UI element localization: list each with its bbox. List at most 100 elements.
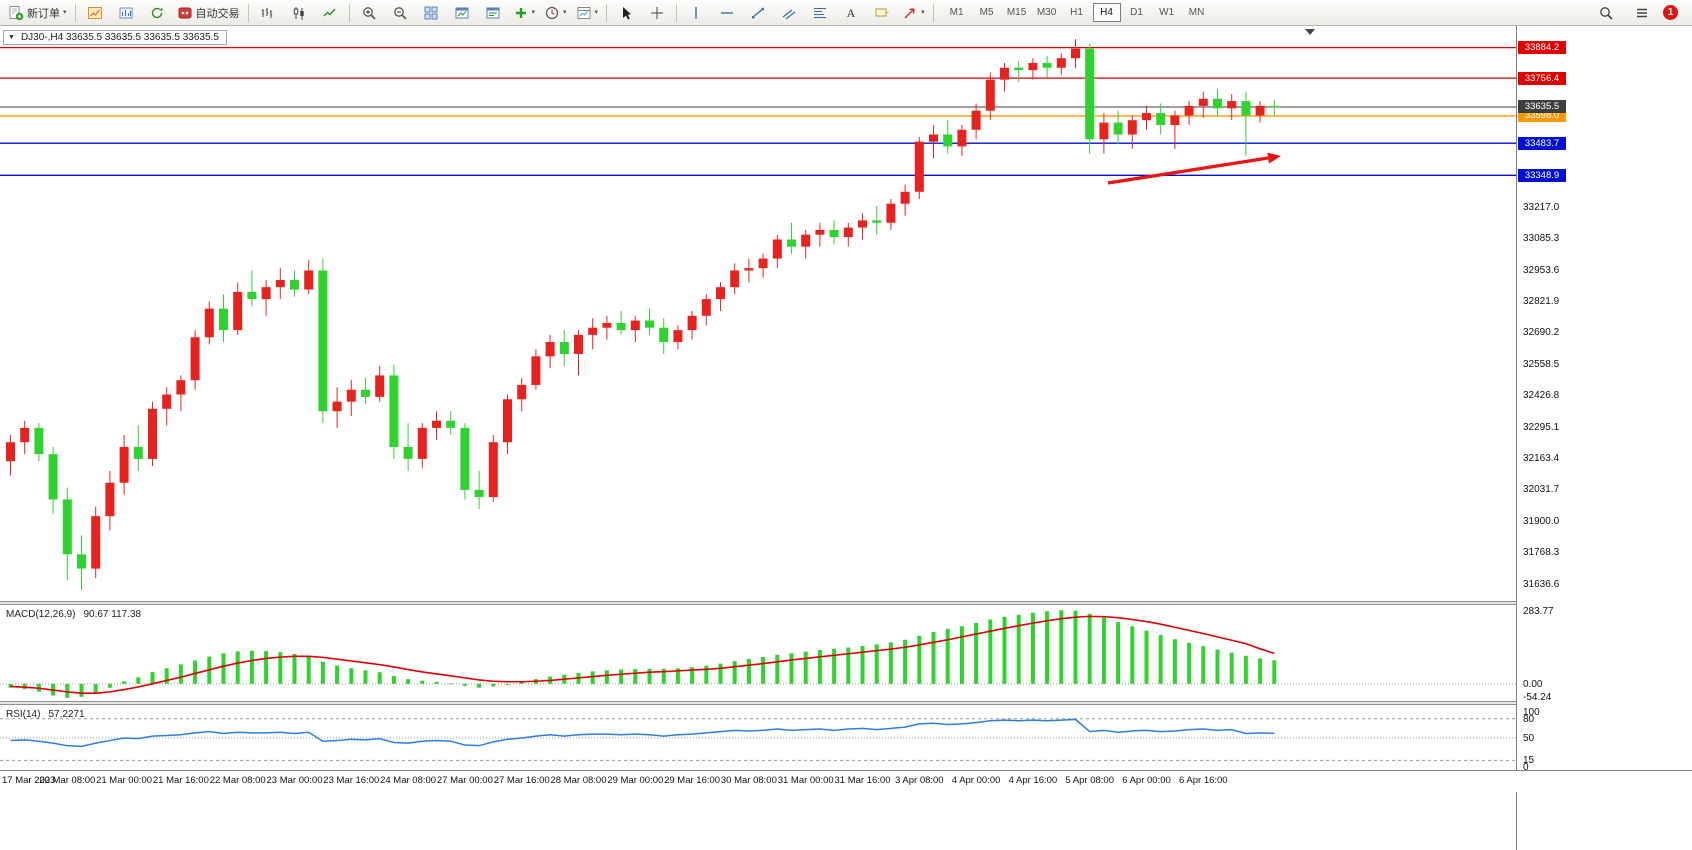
templates-button[interactable]: ▾ (572, 2, 603, 24)
caret-down-icon: ▾ (531, 9, 536, 16)
periods-button[interactable]: ▾ (540, 2, 571, 24)
price-axis[interactable]: 33217.0 33085.3 32953.6 32821.9 32690.2 32558… (1516, 26, 1692, 850)
price-tag-33884.2: 33884.2 (1518, 41, 1566, 55)
toolbar-separator (74, 3, 76, 22)
new-order-button[interactable]: 新订单 ▾ (4, 2, 71, 24)
time-axis[interactable]: 17 Mar 2023 20 Mar 08:00 21 Mar 00:00 21 Ma… (0, 770, 1692, 792)
shapes-button[interactable]: ▾ (898, 2, 929, 24)
timeframe-h4-button[interactable]: H4 (1092, 3, 1121, 22)
price-tick: 32821.9 (1523, 296, 1560, 308)
time-label: 28 Mar 08:00 (550, 775, 607, 786)
new-order-label: 新订单 (27, 7, 60, 20)
timeframe-d1-button[interactable]: D1 (1130, 7, 1143, 18)
arrow-shape-icon (904, 7, 915, 19)
toolbar-right-group: 1 (1591, 2, 1688, 24)
time-label: 27 Mar 16:00 (493, 775, 550, 786)
chart-title-ohlc: DJ30-,H4 33635.5 33635.5 33635.5 33635.5 (20, 32, 219, 43)
time-label: 30 Mar 08:00 (720, 775, 777, 786)
search-button[interactable] (1591, 2, 1621, 24)
window-list-button[interactable] (447, 2, 477, 24)
line-chart-button[interactable] (315, 2, 345, 24)
timeframe-m5-button[interactable]: M5 (979, 7, 994, 18)
time-label: 24 Mar 08:00 (380, 775, 437, 786)
timeframe-w1-button[interactable]: W1 (1159, 7, 1175, 18)
trend-arrow-annotation[interactable] (1107, 156, 1269, 185)
new-chart-button[interactable] (80, 2, 110, 24)
price-tick: 31636.6 (1523, 578, 1560, 590)
main-chart-canvas[interactable] (0, 26, 1516, 602)
refresh-button[interactable] (142, 2, 172, 24)
label-icon (875, 8, 889, 16)
autotrading-icon (178, 7, 192, 18)
toolbar-separator (676, 3, 678, 22)
timeframe-m1-button[interactable]: M1 (949, 7, 964, 18)
macd-axis-label: 283.77 (1523, 606, 1554, 617)
time-label: 29 Mar 16:00 (664, 775, 721, 786)
rsi-canvas[interactable] (0, 706, 1516, 770)
candlestick-chart-button[interactable] (284, 2, 314, 24)
tile-windows-icon (424, 6, 438, 19)
candlestick-chart-icon (293, 6, 304, 20)
price-tick: 31768.3 (1523, 547, 1560, 559)
toolbar-separator (606, 3, 608, 22)
price-tick: 32558.5 (1523, 358, 1560, 370)
horizontal-line-button[interactable] (712, 2, 742, 24)
indicators-button[interactable]: ▾ (509, 2, 540, 24)
timeframe-h1-button[interactable]: H1 (1070, 7, 1083, 18)
line-chart-icon (323, 8, 336, 16)
channel-button[interactable] (774, 2, 804, 24)
price-tag-33756.4: 33756.4 (1518, 71, 1566, 85)
collapse-chart-button[interactable]: ▼ (8, 34, 15, 41)
autotrading-button[interactable]: 自动交易 (173, 2, 244, 24)
caret-down-icon: ▾ (921, 9, 925, 16)
cursor-button[interactable] (611, 2, 641, 24)
macd-values: 90.67 117.38 (83, 609, 142, 620)
macd-canvas[interactable] (0, 606, 1516, 702)
fibonacci-icon (814, 7, 827, 18)
horizontal-line-icon (721, 11, 734, 14)
chart-header: ▼ DJ30-,H4 33635.5 33635.5 33635.5 33635… (3, 30, 227, 45)
notification-badge[interactable]: 1 (1663, 5, 1678, 20)
panel-splitter[interactable] (0, 601, 1692, 605)
toolbar-separator (247, 3, 249, 22)
zoom-in-button[interactable] (354, 2, 384, 24)
rsi-title: RSI(14) (6, 709, 41, 720)
time-label: 22 Mar 08:00 (209, 775, 266, 786)
time-label: 4 Apr 00:00 (951, 775, 1001, 786)
zoom-out-button[interactable] (385, 2, 415, 24)
profiles-button[interactable] (111, 2, 141, 24)
text-button[interactable]: A (836, 2, 866, 24)
refresh-icon (151, 6, 162, 18)
time-label: 23 Mar 00:00 (266, 775, 323, 786)
chart-shift-marker[interactable] (1305, 29, 1315, 35)
trendline-button[interactable] (743, 2, 773, 24)
time-label: 6 Apr 00:00 (1122, 775, 1171, 786)
panel-splitter[interactable] (0, 701, 1692, 705)
vertical-line-button[interactable] (681, 2, 711, 24)
time-label: 21 Mar 00:00 (96, 775, 153, 786)
bar-chart-button[interactable] (253, 2, 283, 24)
macd-axis-label: 0.00 (1523, 678, 1543, 690)
clock-icon (545, 6, 559, 19)
fibonacci-button[interactable] (805, 2, 835, 24)
crosshair-button[interactable] (642, 2, 672, 24)
timeframe-mn-button[interactable]: MN (1188, 7, 1205, 18)
new-chart-icon (87, 6, 102, 19)
tile-windows-button[interactable] (416, 2, 446, 24)
zoom-out-icon (393, 6, 407, 20)
caret-down-icon: ▾ (63, 9, 67, 16)
menu-button[interactable] (1627, 2, 1657, 24)
caret-down-icon: ▾ (563, 9, 567, 16)
rsi-axis-label: 50 (1523, 733, 1535, 744)
price-tick: 33217.0 (1523, 201, 1560, 213)
timeframe-m15-button[interactable]: M15 (1006, 7, 1027, 18)
timeframe-m30-button[interactable]: M30 (1036, 7, 1057, 18)
time-label: 3 Apr 08:00 (894, 775, 944, 786)
arrange-windows-button[interactable] (478, 2, 508, 24)
time-label: 27 Mar 00:00 (436, 775, 493, 786)
label-button[interactable] (867, 2, 897, 24)
trend-arrow-head[interactable] (1267, 152, 1281, 164)
rsi-line (10, 718, 1275, 748)
price-tick: 32295.1 (1523, 421, 1560, 433)
